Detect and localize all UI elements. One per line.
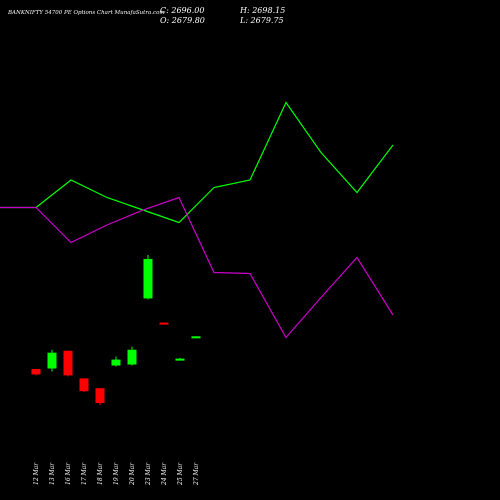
- x-tick-label: 23 Mar: [145, 462, 152, 486]
- x-tick-label: 17 Mar: [81, 462, 88, 485]
- candle-body: [175, 358, 185, 361]
- candle-body: [95, 388, 105, 404]
- candle-24-mar: [159, 322, 169, 325]
- candle-body: [159, 322, 169, 325]
- x-tick-label: 24 Mar: [161, 462, 168, 486]
- candle-18-mar: [95, 388, 105, 405]
- low-readout: L: 2679.75: [240, 16, 284, 25]
- candle-body: [127, 349, 137, 365]
- x-tick-label: 19 Mar: [113, 462, 120, 485]
- candle-body: [143, 258, 153, 299]
- open-readout: O: 2679.80: [160, 16, 205, 25]
- candle-25-mar: [175, 357, 185, 361]
- close-readout: C: 2696.00: [160, 6, 205, 15]
- candle-body: [111, 359, 121, 366]
- x-tick-label: 25 Mar: [177, 462, 184, 486]
- candle-16-mar: [63, 350, 73, 377]
- candle-body: [191, 336, 201, 339]
- candle-body: [47, 352, 57, 369]
- x-tick-label: 16 Mar: [65, 462, 72, 485]
- candle-body: [63, 350, 73, 376]
- chart-title: BANKNIFTY 54700 PE Options Chart MunafaS…: [8, 10, 165, 16]
- x-tick-label: 12 Mar: [33, 462, 40, 485]
- candle-17-mar: [79, 378, 89, 393]
- candle-23-mar: [143, 255, 153, 300]
- overlay-line-2: [0, 196, 394, 339]
- x-tick-label: 18 Mar: [97, 462, 104, 485]
- high-readout: H: 2698.15: [240, 6, 286, 15]
- x-tick-label: 13 Mar: [49, 462, 56, 485]
- candle-27-mar: [191, 336, 201, 339]
- candle-12-mar: [31, 368, 41, 376]
- candle-body: [79, 378, 89, 392]
- candle-body: [31, 368, 41, 375]
- candle-19-mar: [111, 356, 121, 367]
- x-tick-label: 20 Mar: [129, 462, 136, 486]
- overlay-line-1: [0, 101, 394, 224]
- x-tick-label: 27 Mar: [193, 462, 200, 486]
- candle-13-mar: [47, 349, 57, 372]
- candle-20-mar: [127, 346, 137, 366]
